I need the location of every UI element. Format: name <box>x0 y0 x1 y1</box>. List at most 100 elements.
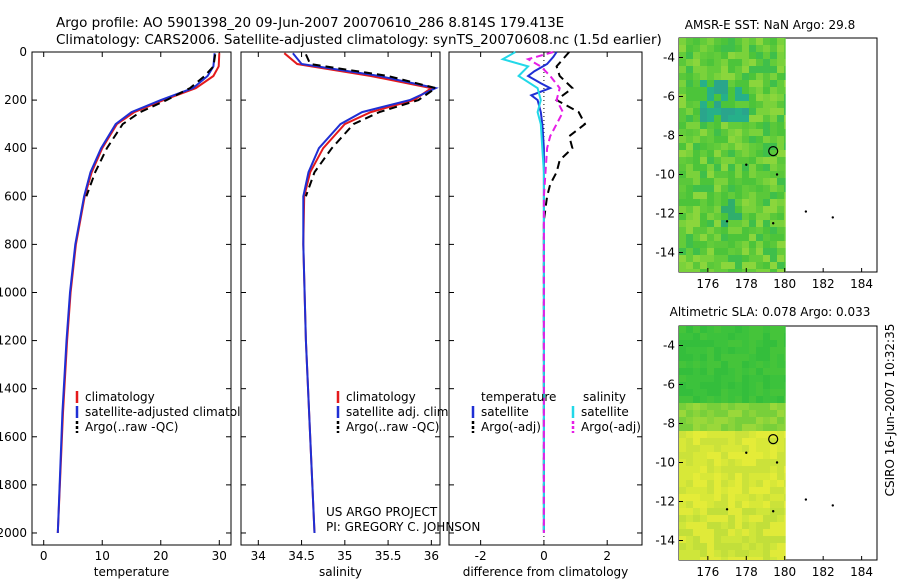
map-grid-cell <box>721 410 728 417</box>
map-grid-cell <box>693 557 700 560</box>
map-grid-cell <box>742 192 749 199</box>
map-grid-cell <box>728 396 735 403</box>
map-grid-cell <box>721 178 728 185</box>
map-grid-cell <box>728 445 735 452</box>
map-grid-cell <box>728 515 735 522</box>
map-grid-cell <box>749 73 756 80</box>
map-grid-cell <box>742 431 749 438</box>
map-grid-cell <box>763 375 770 382</box>
map-grid-cell <box>784 178 786 185</box>
map-grid-cell <box>721 38 728 45</box>
map-grid-cell <box>728 417 735 424</box>
map-grid-cell <box>721 550 728 557</box>
map-grid-cell <box>707 199 714 206</box>
map-grid-cell <box>784 550 786 557</box>
map-grid-cell <box>784 234 786 241</box>
map-grid-cell <box>679 269 686 272</box>
map-grid-cell <box>742 115 749 122</box>
map-grid-cell <box>721 199 728 206</box>
map-grid-cell <box>728 522 735 529</box>
map-grid-cell <box>679 403 686 410</box>
map-grid-cell <box>770 94 777 101</box>
map-grid-cell <box>770 52 777 59</box>
map-grid-cell <box>735 164 742 171</box>
map-grid-cell <box>721 361 728 368</box>
map-grid-cell <box>770 185 777 192</box>
map-grid-cell <box>735 38 742 45</box>
map-grid-cell <box>763 368 770 375</box>
map-grid-cell <box>749 361 756 368</box>
map-grid-cell <box>749 508 756 515</box>
map-grid-cell <box>735 501 742 508</box>
map-grid-cell <box>679 220 686 227</box>
y-tick-label: 1000 <box>0 285 27 299</box>
map-grid-cell <box>721 536 728 543</box>
map-grid-cell <box>784 38 786 45</box>
map-grid-cell <box>763 178 770 185</box>
map-grid-cell <box>763 536 770 543</box>
map-grid-cell <box>728 269 735 272</box>
island-marker <box>775 173 779 176</box>
map-grid-cell <box>742 459 749 466</box>
legend-label: climatology <box>85 390 155 404</box>
map-grid-cell <box>728 487 735 494</box>
map-grid-cell <box>728 452 735 459</box>
map-grid-cell <box>777 375 784 382</box>
map-grid-cell <box>693 52 700 59</box>
map-grid-cell <box>735 171 742 178</box>
x-tick-label: 184 <box>850 565 873 579</box>
map-grid-cell <box>686 396 693 403</box>
map-grid-cell <box>749 557 756 560</box>
map-grid-cell <box>770 543 777 550</box>
map-grid-cell <box>749 115 756 122</box>
map-grid-cell <box>714 326 721 333</box>
map-grid-cell <box>784 115 786 122</box>
map-grid-cell <box>693 333 700 340</box>
map-grid-cell <box>693 550 700 557</box>
map-grid-cell <box>763 220 770 227</box>
map-grid-cell <box>679 248 686 255</box>
map-grid-cell <box>777 396 784 403</box>
map-grid-cell <box>679 38 686 45</box>
map-grid-cell <box>721 150 728 157</box>
map-grid-cell <box>770 494 777 501</box>
map-grid-cell <box>721 220 728 227</box>
map-grid-cell <box>742 445 749 452</box>
map-grid-cell <box>777 234 784 241</box>
sla-map: 176 178 180 182 184 -4 -6 -8 -10 -12 -14 <box>655 325 878 579</box>
axes-frame <box>240 51 441 546</box>
map-grid-cell <box>770 171 777 178</box>
map-grid-cell <box>777 164 784 171</box>
map-grid-cell <box>777 403 784 410</box>
map-grid-cell <box>707 262 714 269</box>
map-grid-cell <box>707 452 714 459</box>
map-grid-cell <box>686 508 693 515</box>
map-grid-cell <box>721 501 728 508</box>
map-grid-cell <box>707 129 714 136</box>
map-grid-cell <box>700 501 707 508</box>
map-grid-cell <box>728 368 735 375</box>
map-grid-cell <box>728 45 735 52</box>
map-grid-cell <box>700 255 707 262</box>
map-grid-cell <box>749 241 756 248</box>
map-grid-cell <box>693 122 700 129</box>
map-grid-cell <box>728 241 735 248</box>
map-grid-cell <box>735 536 742 543</box>
map-grid-cell <box>700 452 707 459</box>
map-grid-cell <box>756 536 763 543</box>
map-grid-cell <box>770 375 777 382</box>
map-grid-cell <box>728 389 735 396</box>
map-grid-cell <box>735 494 742 501</box>
map-grid-cell <box>700 143 707 150</box>
y-tick-label: -8 <box>663 129 675 143</box>
map-grid-cell <box>728 73 735 80</box>
map-grid-cell <box>700 269 707 272</box>
map-grid-cell <box>679 333 686 340</box>
map-grid-cell <box>777 94 784 101</box>
map-grid-cell <box>756 80 763 87</box>
map-grid-cell <box>721 157 728 164</box>
map-grid-cell <box>777 536 784 543</box>
map-grid-cell <box>749 143 756 150</box>
map-grid-cell <box>700 206 707 213</box>
map-grid-cell <box>735 234 742 241</box>
